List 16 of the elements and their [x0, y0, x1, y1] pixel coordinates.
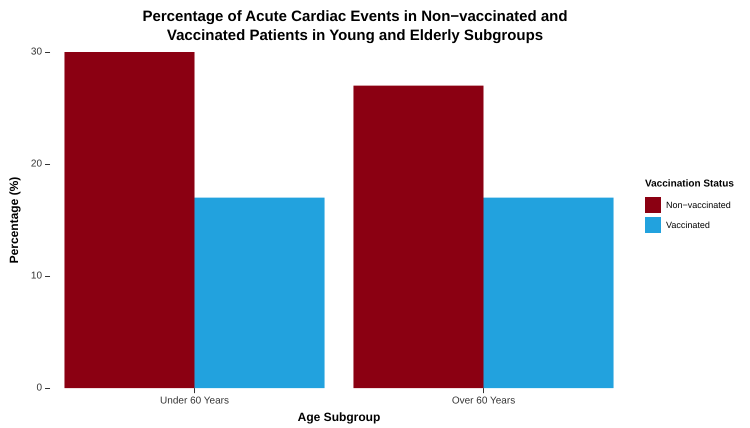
x-tick-label: Over 60 Years [452, 396, 516, 407]
x-axis-title: Age Subgroup [298, 410, 380, 424]
legend-label: Vaccinated [666, 220, 710, 230]
y-tick-label: 0 [36, 382, 42, 394]
y-tick-label: 10 [30, 270, 42, 282]
bar [64, 52, 195, 388]
bar [353, 86, 484, 388]
bar [484, 198, 614, 388]
legend-label: Non−vaccinated [666, 200, 731, 210]
x-tick-label: Under 60 Years [160, 396, 229, 407]
y-axis-title: Percentage (%) [7, 176, 21, 264]
y-tick-label: 20 [30, 158, 42, 170]
bar [194, 198, 325, 388]
chart-title: Percentage of Acute Cardiac Events in Non−vaccinated and Vaccinated Patients in Young and Elderly Subgroups [142, 8, 568, 44]
legend-title: Vaccination Status [645, 178, 734, 190]
y-tick-label: 30 [30, 46, 42, 58]
